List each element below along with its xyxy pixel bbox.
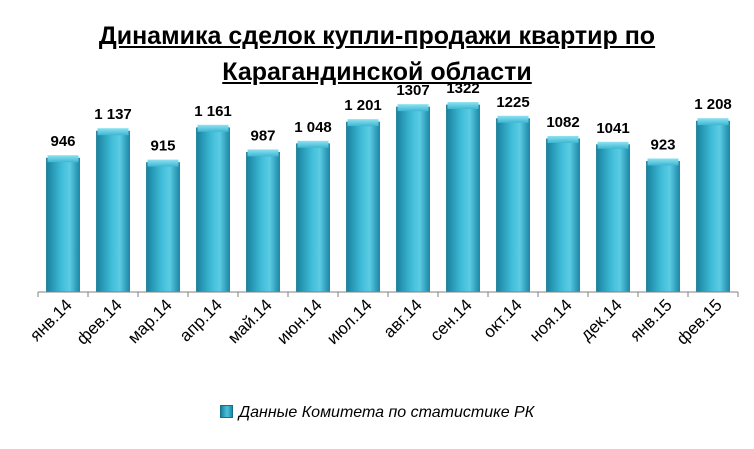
data-label: 1225 [496,94,529,111]
bar-cap [647,158,679,166]
bar-body [546,138,580,293]
bar [96,128,130,293]
chart-title-line2: Карагандинской области [222,58,532,86]
bar [346,119,380,293]
x-tick-label: мар.14 [124,295,176,347]
bar-body [596,144,630,293]
x-tick-label: фев.15 [673,295,726,348]
bar [496,115,530,293]
bar-cap [147,159,179,167]
bar-cap [47,155,79,163]
bar [546,135,580,293]
bar [596,141,630,293]
bar [646,158,680,293]
bar [146,159,180,293]
data-label: 915 [150,138,175,155]
data-label: 1 201 [344,97,382,114]
bar-cap [397,104,429,112]
bar-body [46,157,80,293]
bar-cap [497,115,529,123]
bar-body [646,161,680,293]
x-tick-label: ноя.14 [526,295,576,345]
bar-body [396,106,430,293]
data-label: 923 [650,136,675,153]
legend: Данные Комитета по статистике РК [0,404,754,422]
data-label: 1041 [596,120,629,137]
data-label: 1 208 [694,96,732,113]
bar-body [96,130,130,293]
x-tick-label: апр.14 [176,295,226,345]
legend-swatch [219,405,233,418]
bar-cap [547,135,579,143]
x-tick-label: окт.14 [479,295,525,341]
bar-body [696,120,730,293]
bar-body [296,143,330,293]
x-tick-label: янв.14 [26,295,76,345]
bar-body [346,121,380,293]
x-tick-label: авг.14 [380,295,426,341]
x-tick-label: июн.14 [273,295,326,348]
data-label: 946 [50,133,75,150]
bar-cap [247,149,279,157]
bar-cap [97,128,129,136]
bar-body [246,152,280,293]
data-label: 987 [250,127,275,144]
x-tick-label: сен.14 [426,295,475,344]
x-tick-label: дек.14 [577,295,626,344]
bar-cap [347,119,379,127]
bar [46,155,80,293]
bar [246,149,280,293]
x-tick-label: июл.14 [323,295,376,348]
bar-cap [197,124,229,132]
bar-body [496,118,530,293]
bar-body [446,104,480,293]
data-label: 1 137 [94,106,132,123]
bar-cap [447,102,479,110]
bar [296,140,330,293]
data-label: 1322 [446,80,479,97]
x-tick-label: янв.15 [626,295,676,345]
bar [696,118,730,293]
legend-label: Данные Комитета по статистике РК [238,404,535,421]
bar [446,102,480,293]
bar-body [146,162,180,293]
data-label: 1082 [546,114,579,131]
bar [196,124,230,293]
bar [396,104,430,293]
bar-cap [597,141,629,149]
x-tick-label: фев.14 [73,295,126,348]
bar-cap [297,140,329,148]
bar-body [196,127,230,293]
data-label: 1 048 [294,119,332,136]
bar-cap [697,118,729,126]
x-tick-label: май.14 [224,295,276,347]
chart-title-line1: Динамика сделок купли-продажи квартир по [98,22,656,50]
data-label: 1307 [396,82,429,99]
data-label: 1 161 [194,103,232,120]
